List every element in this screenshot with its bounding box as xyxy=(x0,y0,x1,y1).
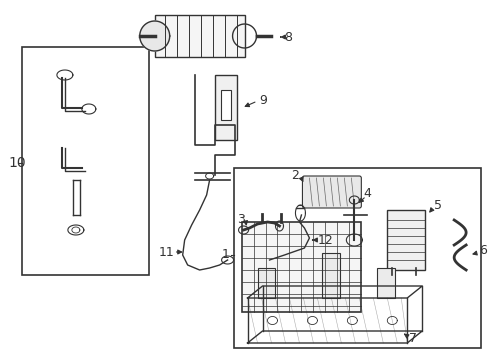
Text: 4: 4 xyxy=(363,186,370,199)
Bar xyxy=(322,253,340,298)
Bar xyxy=(377,268,394,298)
Text: 10: 10 xyxy=(8,156,25,170)
Text: 2: 2 xyxy=(291,168,299,181)
Bar xyxy=(214,75,236,140)
Text: 11: 11 xyxy=(159,246,174,258)
Text: 9: 9 xyxy=(259,94,267,107)
Bar xyxy=(257,268,275,298)
Text: 3: 3 xyxy=(236,212,244,225)
Text: 12: 12 xyxy=(317,234,332,247)
Text: 1: 1 xyxy=(221,248,229,261)
Bar xyxy=(154,15,244,57)
Bar xyxy=(233,168,480,348)
Bar xyxy=(386,210,425,270)
FancyBboxPatch shape xyxy=(302,176,361,208)
Bar xyxy=(241,222,361,312)
Bar xyxy=(22,47,148,275)
Text: 8: 8 xyxy=(284,31,292,44)
Polygon shape xyxy=(140,21,169,51)
Bar xyxy=(220,90,230,120)
Text: 7: 7 xyxy=(408,332,416,345)
Text: 6: 6 xyxy=(478,243,486,257)
Text: 5: 5 xyxy=(433,198,441,212)
